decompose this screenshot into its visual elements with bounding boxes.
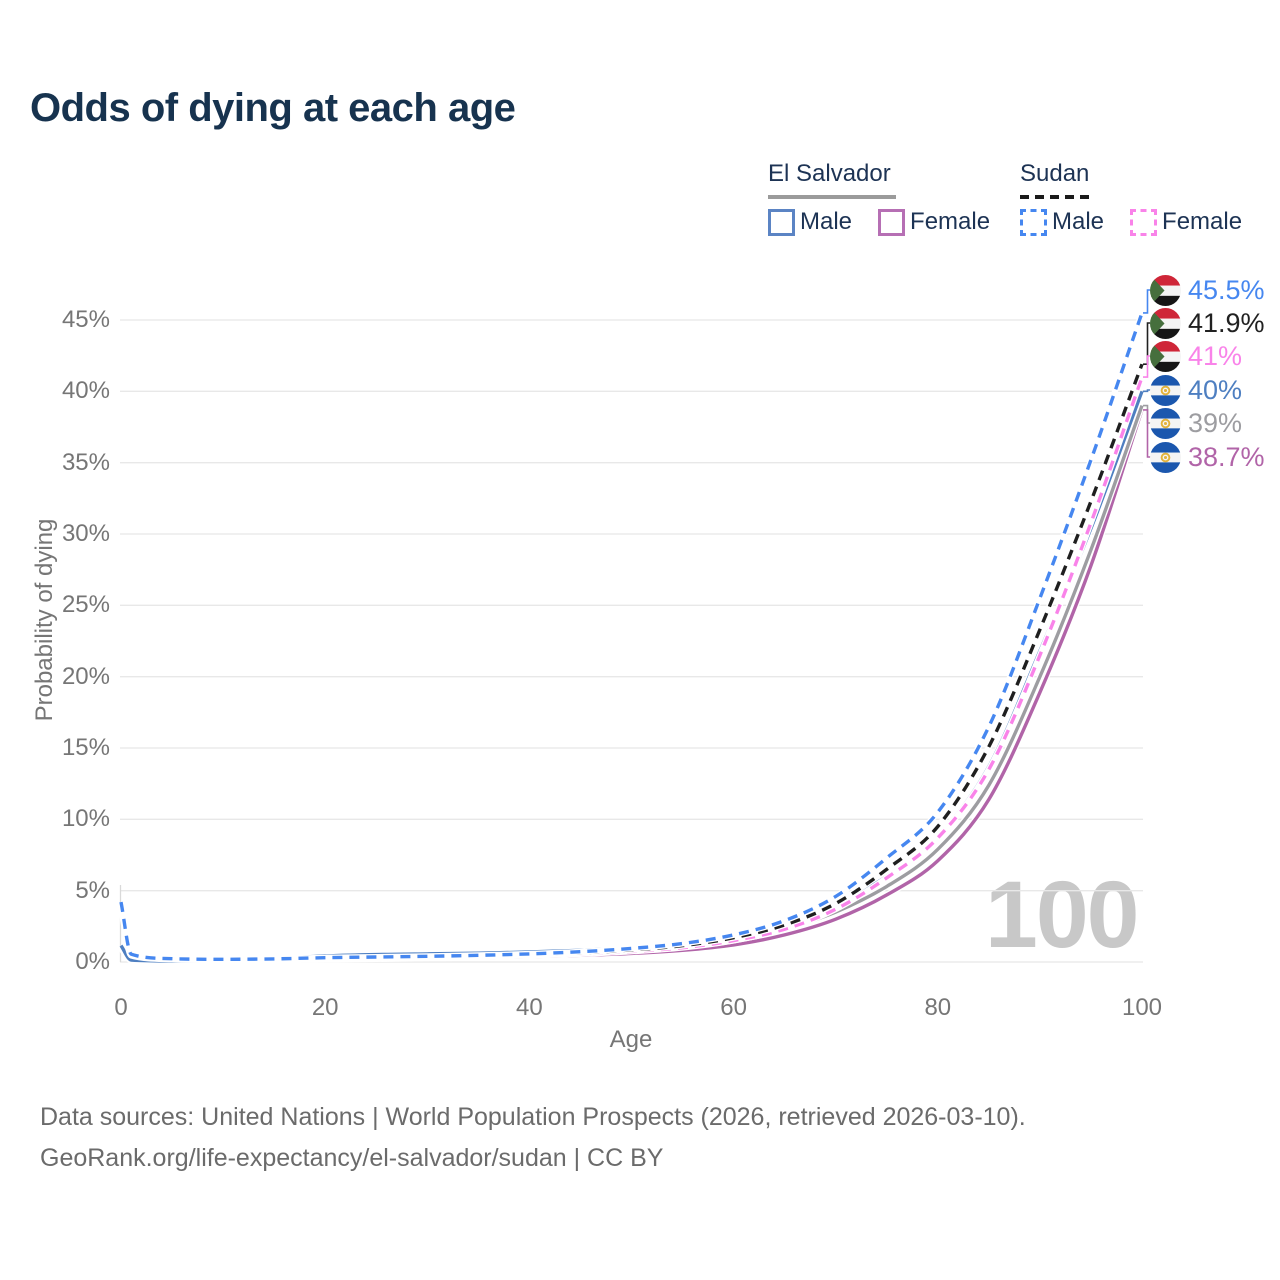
legend-item-sudan-female[interactable]: Female (1130, 208, 1242, 236)
sudan-line-style-swatch (1020, 195, 1090, 199)
series-line-halo (118, 363, 1145, 963)
legend-item-label: Male (1052, 208, 1105, 235)
sudan-flag-icon (1150, 274, 1181, 306)
el-salvador-flag-icon (1150, 407, 1181, 439)
y-axis-title: Probability of dying (31, 518, 58, 722)
series-line-sudan-both-sexes[interactable] (119, 363, 1144, 962)
end-value-label-sudan-both-sexes: 41.9% (1150, 307, 1265, 339)
x-tick-label: 40 (516, 994, 543, 1021)
y-tick-label: 35% (61, 448, 110, 476)
end-value-label-el-salvador-female: 38.7% (1150, 441, 1265, 473)
leader-line (1143, 322, 1151, 365)
series-line-halo (118, 376, 1145, 963)
x-axis-title: Age (609, 1026, 653, 1053)
end-value-text: 41.9% (1188, 307, 1265, 338)
el-salvador-flag-icon (1150, 374, 1181, 406)
end-value-text: 38.7% (1188, 441, 1265, 472)
legend-country-sudan[interactable]: Sudan (1020, 160, 1090, 187)
end-value-label-el-salvador-male: 40% (1150, 374, 1242, 406)
legend-group-sudan: Sudan Male Female (1020, 160, 1242, 236)
y-tick-label: 20% (61, 662, 110, 690)
chart-title: Odds of dying at each age (30, 86, 516, 130)
data-sources-text: Data sources: United Nations | World Pop… (40, 1103, 1026, 1131)
series-line-el-salvador-both-sexes[interactable] (119, 405, 1144, 963)
attribution-text: GeoRank.org/life-expectancy/el-salvador/… (40, 1144, 664, 1172)
x-tick-label: 20 (311, 994, 339, 1021)
legend-item-label: Female (1162, 208, 1243, 235)
hovered-age-watermark: 100 (985, 862, 1140, 968)
series-line-sudan-female[interactable] (119, 376, 1144, 962)
el-salvador-female-swatch-icon (878, 208, 906, 236)
leader-line (1143, 389, 1151, 393)
end-value-label-el-salvador-both-sexes: 39% (1150, 407, 1242, 439)
end-value-text: 41% (1188, 340, 1243, 371)
el-salvador-male-swatch-icon (768, 208, 795, 236)
legend-item-label: Female (910, 208, 991, 235)
series-line-halo (118, 408, 1145, 965)
end-value-text: 39% (1188, 407, 1243, 438)
sudan-flag-icon (1150, 307, 1181, 339)
legend-item-label: Male (800, 208, 853, 235)
series-line-el-salvador-female[interactable] (119, 409, 1144, 963)
sudan-flag-icon (1150, 340, 1181, 372)
series-line-halo (118, 311, 1145, 963)
y-tick-label: 25% (61, 591, 110, 619)
x-tick-label: 80 (924, 994, 952, 1021)
legend-item-el-salvador-female[interactable]: Female (878, 208, 990, 236)
legend-item-el-salvador-male[interactable]: Male (768, 208, 852, 236)
y-tick-label: 45% (61, 306, 110, 333)
series-line-sudan-male[interactable] (119, 312, 1144, 962)
legend-item-sudan-male[interactable]: Male (1020, 208, 1104, 236)
end-value-text: 45.5% (1188, 274, 1265, 305)
y-tick-label: 40% (61, 377, 110, 405)
y-tick-label: 0% (75, 948, 110, 975)
y-tick-label: 5% (75, 876, 110, 904)
leader-line (1143, 289, 1151, 314)
footer: Data sources: United Nations | World Pop… (40, 1097, 1026, 1179)
end-value-label-sudan-female: 41% (1150, 340, 1242, 372)
series-line-halo (118, 404, 1145, 964)
x-tick-label: 0 (114, 994, 128, 1021)
legend-country-el-salvador[interactable]: El Salvador (768, 160, 891, 187)
x-tick-label: 60 (720, 994, 747, 1021)
el-salvador-line-style-swatch (768, 195, 896, 199)
end-value-text: 40% (1188, 374, 1243, 405)
y-tick-label: 10% (61, 805, 110, 833)
leader-line (1143, 409, 1151, 458)
sudan-female-swatch-icon (1130, 208, 1158, 236)
x-tick-label: 100 (1121, 994, 1163, 1021)
legend-group-el-salvador: El Salvador Male Female (768, 160, 990, 236)
el-salvador-flag-icon (1150, 441, 1181, 473)
sudan-male-swatch-icon (1020, 208, 1047, 236)
leader-line (1143, 355, 1151, 378)
y-tick-label: 30% (61, 520, 110, 547)
y-tick-label: 15% (61, 734, 110, 761)
end-value-label-sudan-male: 45.5% (1150, 274, 1265, 306)
